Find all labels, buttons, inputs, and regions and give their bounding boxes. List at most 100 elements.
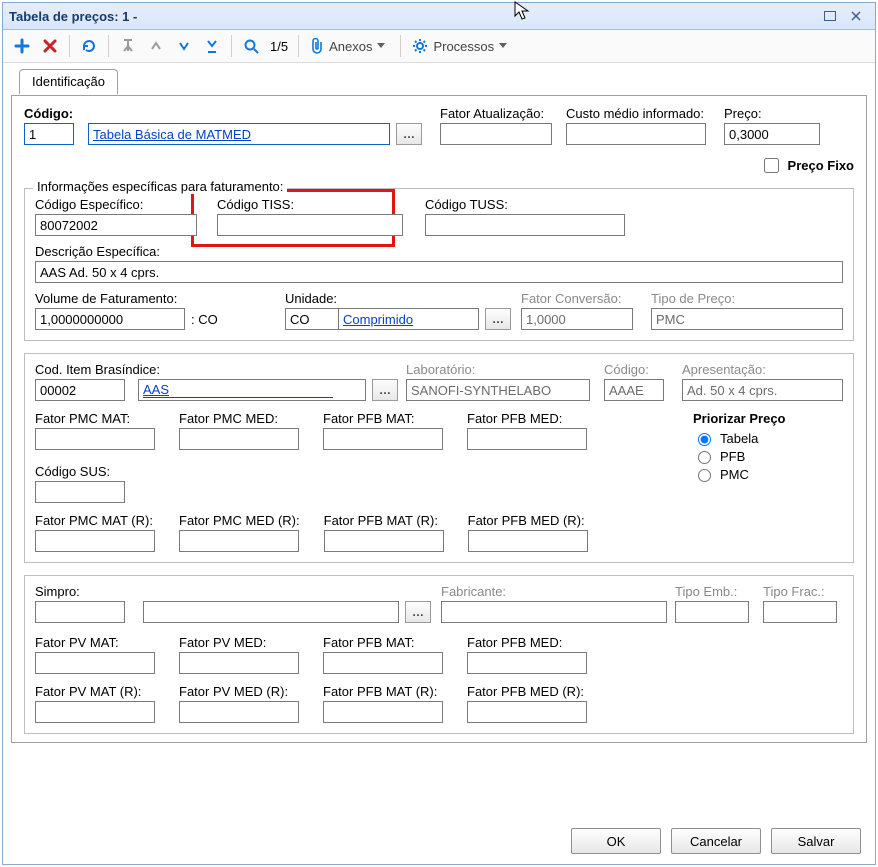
bras-f6-input[interactable] [35,530,155,552]
unidade-label: Unidade: [285,291,511,306]
maximize-button[interactable] [817,7,843,25]
client-area: Identificação Código: Tabela Básica de M… [3,63,875,751]
simpro-f7-label: Fator PFB MAT (R): [323,684,443,699]
priorizar-opt-tabela[interactable]: Tabela [693,430,843,446]
priorizar-opt-pfb[interactable]: PFB [693,448,843,464]
simpro-lookup-button[interactable]: … [405,601,431,623]
bras-f1-label: Fator PMC MAT: [35,411,155,426]
bras-codigo-label: Código: [604,362,674,377]
bras-f9-label: Fator PFB MED (R): [468,513,588,528]
simpro-f4-input[interactable] [467,652,587,674]
volume-fatur-suffix: : CO [191,312,218,327]
bras-f8-input[interactable] [324,530,444,552]
unidade-link[interactable]: Comprimido [343,312,413,327]
bras-f4-input[interactable] [467,428,587,450]
simpro-code-input[interactable] [35,601,125,623]
bras-f2-label: Fator PMC MED: [179,411,299,426]
simpro-f4-label: Fator PFB MED: [467,635,587,650]
codigo-especifico-input[interactable] [35,214,197,236]
window-frame: Tabela de preços: 1 - [2,2,876,865]
tipo-emb-label: Tipo Emb.: [675,584,755,599]
volume-fatur-input[interactable] [35,308,185,330]
last-button[interactable] [199,33,225,59]
apresentacao-input [682,379,843,401]
tab-identificacao[interactable]: Identificação [19,69,118,94]
preco-input[interactable] [724,123,820,145]
page-indicator: 1/5 [266,39,292,54]
simpro-f8-input[interactable] [467,701,587,723]
simpro-f3-input[interactable] [323,652,443,674]
fator-atualizacao-input[interactable] [440,123,552,145]
unidade-desc-box[interactable]: Comprimido [339,308,479,330]
simpro-label: Simpro: [35,584,135,599]
codigo-lookup-button[interactable]: … [396,123,422,145]
fabricante-input [441,601,667,623]
next-button[interactable] [171,33,197,59]
tipo-emb-input [675,601,749,623]
tipo-frac-input [763,601,837,623]
simpro-f7-input[interactable] [323,701,443,723]
ok-button[interactable]: OK [571,828,661,854]
prev-button[interactable] [143,33,169,59]
priorizar-title: Priorizar Preço [693,411,843,426]
anexos-dropdown[interactable]: Anexos [305,33,394,59]
bras-f9-input[interactable] [468,530,588,552]
simpro-f8-label: Fator PFB MED (R): [467,684,587,699]
laboratorio-input [406,379,590,401]
processos-label: Processos [433,39,494,54]
priorizar-opt-pmc[interactable]: PMC [693,466,843,482]
bras-f3-input[interactable] [323,428,443,450]
bras-f5-label: Código SUS: [35,464,125,479]
bras-lookup-button[interactable]: … [372,379,398,401]
search-button[interactable] [238,33,264,59]
fabricante-label: Fabricante: [441,584,667,599]
unidade-lookup-button[interactable]: … [485,308,511,330]
faturamento-legend: Informações específicas para faturamento… [33,179,287,194]
bras-produto-link[interactable]: AAS [143,382,333,398]
codigo-tuss-label: Código TUSS: [425,197,635,212]
unidade-code-input[interactable] [285,308,339,330]
delete-button[interactable] [37,33,63,59]
bras-f2-input[interactable] [179,428,299,450]
cod-item-bras-input[interactable] [35,379,125,401]
simpro-f6-input[interactable] [179,701,299,723]
simpro-f5-input[interactable] [35,701,155,723]
add-button[interactable] [9,33,35,59]
codigo-input[interactable] [24,123,74,145]
save-button[interactable]: Salvar [771,828,861,854]
priorizar-preco-group: Priorizar Preço Tabela PFB PMC [693,411,843,552]
codigo-tiss-input[interactable] [217,214,403,236]
preco-fixo-checkbox[interactable]: Preço Fixo [760,155,854,176]
bras-f5-input[interactable] [35,481,125,503]
bras-produto-box[interactable]: AAS [138,379,366,401]
descricao-especifica-input[interactable] [35,261,843,283]
cancel-button[interactable]: Cancelar [671,828,761,854]
processos-dropdown[interactable]: Processos [407,33,516,59]
first-button[interactable] [115,33,141,59]
close-button[interactable] [843,7,869,25]
simpro-desc-input[interactable] [143,601,399,623]
refresh-button[interactable] [76,33,102,59]
bras-f8-label: Fator PFB MAT (R): [324,513,444,528]
toolbar-separator [231,35,232,57]
simpro-f5-label: Fator PV MAT (R): [35,684,155,699]
codigo-label: Código: [24,106,80,121]
codigo-desc-link[interactable]: Tabela Básica de MATMED [93,127,251,142]
preco-fixo-input[interactable] [764,158,779,173]
preco-fixo-label: Preço Fixo [788,158,854,173]
laboratorio-label: Laboratório: [406,362,596,377]
brasindice-fieldset: Cod. Item Brasíndice: AAS … [24,353,854,563]
custo-medio-input[interactable] [566,123,706,145]
fator-conversao-input [521,308,633,330]
anexos-label: Anexos [329,39,372,54]
fator-atualizacao-label: Fator Atualização: [440,106,558,121]
simpro-f1-label: Fator PV MAT: [35,635,155,650]
apresentacao-label: Apresentação: [682,362,843,377]
simpro-f2-input[interactable] [179,652,299,674]
bras-f1-input[interactable] [35,428,155,450]
bras-f7-input[interactable] [179,530,299,552]
simpro-f1-input[interactable] [35,652,155,674]
toolbar-separator [69,35,70,57]
codigo-tuss-input[interactable] [425,214,625,236]
codigo-desc-box[interactable]: Tabela Básica de MATMED [88,123,390,145]
